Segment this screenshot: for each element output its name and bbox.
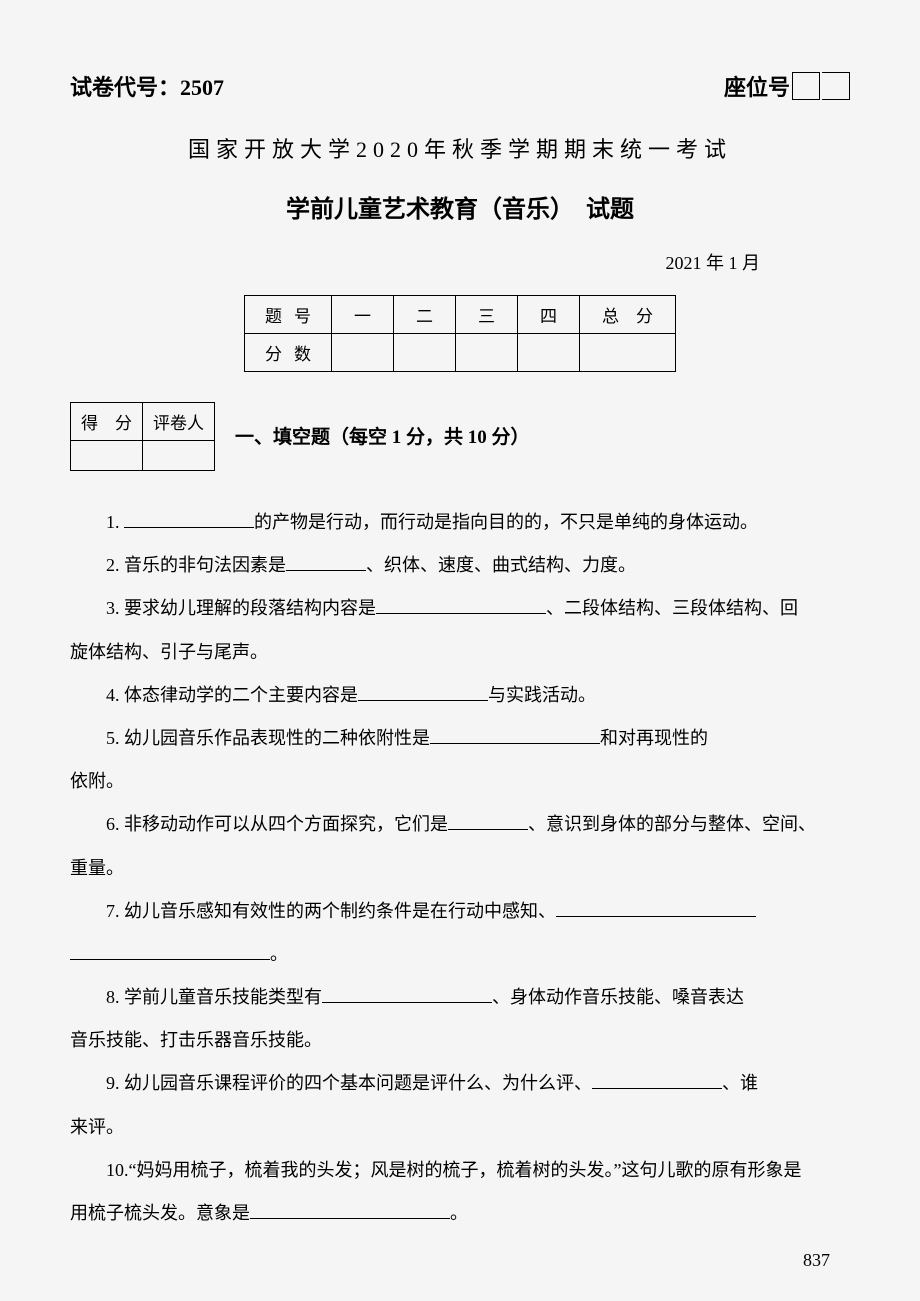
table-row <box>71 441 215 471</box>
question-10-cont: 用梳子梳头发。意象是 。 <box>70 1192 850 1235</box>
question-9: 9. 幼儿园音乐课程评价的四个基本问题是评什么、为什么评、 、谁 <box>70 1062 850 1105</box>
exam-date: 2021 年 1 月 <box>70 249 760 275</box>
question-2: 2. 音乐的非句法因素是 、织体、速度、曲式结构、力度。 <box>70 544 850 587</box>
q5-a: 5. 幼儿园音乐作品表现性的二种依附性是 <box>106 728 430 748</box>
q2-b: 、织体、速度、曲式结构、力度。 <box>366 555 636 575</box>
cell-score-3 <box>456 334 518 372</box>
q1-b: 的产物是行动，而行动是指向目的的，不只是单纯的身体运动。 <box>254 512 758 532</box>
cell-score-label: 分数 <box>245 334 332 372</box>
q9-a: 9. 幼儿园音乐课程评价的四个基本问题是评什么、为什么评、 <box>106 1073 592 1093</box>
exam-title: 学前儿童艺术教育（音乐） 试题 <box>70 189 850 224</box>
question-6: 6. 非移动动作可以从四个方面探究，它们是 、意识到身体的部分与整体、空间、 <box>70 803 850 846</box>
grader-box: 得 分 评卷人 <box>70 402 215 471</box>
blank-q9 <box>592 1071 722 1089</box>
cell-col-1: 一 <box>332 296 394 334</box>
cell-total: 总 分 <box>580 296 676 334</box>
blank-q7 <box>556 899 756 917</box>
cell-col-2: 二 <box>394 296 456 334</box>
question-1: 1. 的产物是行动，而行动是指向目的的，不只是单纯的身体运动。 <box>70 501 850 544</box>
question-10: 10.“妈妈用梳子，梳着我的头发；风是树的梳子，梳着树的头发。”这句儿歌的原有形… <box>70 1149 850 1192</box>
question-7: 7. 幼儿音乐感知有效性的两个制约条件是在行动中感知、 <box>70 890 850 933</box>
q7-a: 7. 幼儿音乐感知有效性的两个制约条件是在行动中感知、 <box>106 901 556 921</box>
cell-score-total <box>580 334 676 372</box>
section-header-row: 得 分 评卷人 一、填空题（每空 1 分，共 10 分） <box>70 402 850 471</box>
question-7-cont: 。 <box>70 933 850 976</box>
q4-b: 与实践活动。 <box>488 685 596 705</box>
page-number: 837 <box>803 1250 830 1271</box>
cell-col-3: 三 <box>456 296 518 334</box>
paper-code-label: 试卷代号： <box>70 75 180 100</box>
section-1-title: 一、填空题（每空 1 分，共 10 分） <box>235 402 530 449</box>
blank-q4 <box>358 683 488 701</box>
q3-b: 、二段体结构、三段体结构、回 <box>546 598 798 618</box>
seat-number: 座位号 <box>724 70 850 102</box>
blank-q3 <box>376 596 546 614</box>
blank-q1 <box>124 510 254 528</box>
question-4: 4. 体态律动学的二个主要内容是 与实践活动。 <box>70 674 850 717</box>
q5-b: 和对再现性的 <box>600 728 708 748</box>
cell-score-1 <box>332 334 394 372</box>
question-8-cont: 音乐技能、打击乐器音乐技能。 <box>70 1019 850 1062</box>
question-6-cont: 重量。 <box>70 847 850 890</box>
q10-c: 。 <box>450 1203 468 1223</box>
grade-score-value <box>71 441 143 471</box>
seat-label-text: 座位号 <box>724 70 790 102</box>
blank-q8 <box>322 985 492 1003</box>
q6-b: 、意识到身体的部分与整体、空间、 <box>528 814 816 834</box>
blank-q6 <box>448 812 528 830</box>
questions-block: 1. 的产物是行动，而行动是指向目的的，不只是单纯的身体运动。 2. 音乐的非句… <box>70 501 850 1235</box>
seat-box-2 <box>822 72 850 100</box>
q1-a: 1. <box>106 512 124 532</box>
question-3: 3. 要求幼儿理解的段落结构内容是 、二段体结构、三段体结构、回 <box>70 587 850 630</box>
cell-header-label: 题号 <box>245 296 332 334</box>
question-9-cont: 来评。 <box>70 1106 850 1149</box>
question-5-cont: 依附。 <box>70 760 850 803</box>
q2-a: 2. 音乐的非句法因素是 <box>106 555 286 575</box>
grade-marker-value <box>143 441 215 471</box>
blank-q5 <box>430 726 600 744</box>
cell-col-4: 四 <box>518 296 580 334</box>
table-row: 得 分 评卷人 <box>71 403 215 441</box>
cell-score-2 <box>394 334 456 372</box>
university-line: 国家开放大学2020年秋季学期期末统一考试 <box>70 132 850 164</box>
paper-code-value: 2507 <box>180 75 224 100</box>
q10-b: 用梳子梳头发。意象是 <box>70 1203 250 1223</box>
cell-score-4 <box>518 334 580 372</box>
grade-score-label: 得 分 <box>71 403 143 441</box>
grade-marker-label: 评卷人 <box>143 403 215 441</box>
score-summary-table: 题号 一 二 三 四 总 分 分数 <box>244 295 676 372</box>
paper-code: 试卷代号：2507 <box>70 70 224 102</box>
blank-q2 <box>286 553 366 571</box>
q8-b: 、身体动作音乐技能、嗓音表达 <box>492 987 744 1007</box>
q7-b: 。 <box>270 944 288 964</box>
table-row: 分数 <box>245 334 676 372</box>
question-3-cont: 旋体结构、引子与尾声。 <box>70 631 850 674</box>
q4-a: 4. 体态律动学的二个主要内容是 <box>106 685 358 705</box>
seat-box-1 <box>792 72 820 100</box>
blank-q10 <box>250 1201 450 1219</box>
question-8: 8. 学前儿童音乐技能类型有 、身体动作音乐技能、嗓音表达 <box>70 976 850 1019</box>
table-row: 题号 一 二 三 四 总 分 <box>245 296 676 334</box>
blank-q7b <box>70 942 270 960</box>
q6-a: 6. 非移动动作可以从四个方面探究，它们是 <box>106 814 448 834</box>
q3-a: 3. 要求幼儿理解的段落结构内容是 <box>106 598 376 618</box>
q8-a: 8. 学前儿童音乐技能类型有 <box>106 987 322 1007</box>
question-5: 5. 幼儿园音乐作品表现性的二种依附性是 和对再现性的 <box>70 717 850 760</box>
q9-b: 、谁 <box>722 1073 758 1093</box>
